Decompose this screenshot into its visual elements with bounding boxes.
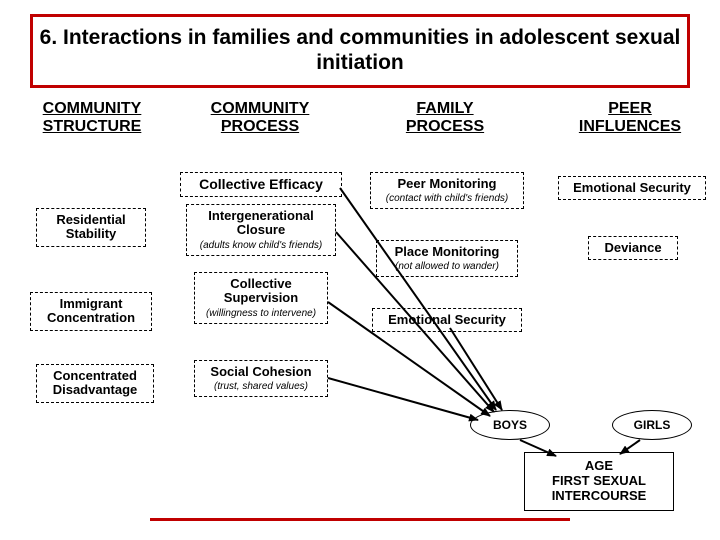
box-social-cohesion: Social Cohesion (trust, shared values)	[194, 360, 328, 397]
box-family-emotional-security: Emotional Security	[372, 308, 522, 332]
label: ConcentratedDisadvantage	[53, 368, 138, 397]
label: IntergenerationalClosure	[208, 208, 313, 237]
box-intergenerational-closure: IntergenerationalClosure (adults know ch…	[186, 204, 336, 256]
label: Peer Monitoring	[398, 176, 497, 191]
label: Deviance	[604, 240, 661, 255]
col-head-process: COMMUNITYPROCESS	[190, 100, 330, 137]
box-deviance: Deviance	[588, 236, 678, 260]
box-concentrated-disadvantage: ConcentratedDisadvantage	[36, 364, 154, 403]
label: Collective Efficacy	[199, 176, 323, 192]
label: GIRLS	[634, 418, 671, 432]
note: (contact with child's friends)	[377, 193, 517, 204]
label: Social Cohesion	[210, 364, 311, 379]
ellipse-boys: BOYS	[470, 410, 550, 440]
box-peer-monitoring: Peer Monitoring (contact with child's fr…	[370, 172, 524, 209]
label: CollectiveSupervision	[224, 276, 298, 305]
label: ResidentialStability	[56, 212, 125, 241]
note: (not allowed to wander)	[383, 261, 511, 272]
label: Place Monitoring	[395, 244, 500, 259]
note: (trust, shared values)	[201, 381, 321, 392]
box-immigrant-concentration: ImmigrantConcentration	[30, 292, 152, 331]
label: Emotional Security	[573, 180, 691, 195]
box-collective-efficacy: Collective Efficacy	[180, 172, 342, 197]
ellipse-girls: GIRLS	[612, 410, 692, 440]
col-head-peer: PEERINFLUENCES	[560, 100, 700, 137]
title-text: 6. Interactions in families and communit…	[40, 26, 681, 74]
box-collective-supervision: CollectiveSupervision (willingness to in…	[194, 272, 328, 324]
box-residential-stability: ResidentialStability	[36, 208, 146, 247]
title-box: 6. Interactions in families and communit…	[30, 14, 690, 88]
box-place-monitoring: Place Monitoring (not allowed to wander)	[376, 240, 518, 277]
label: AGEFIRST SEXUALINTERCOURSE	[552, 458, 647, 503]
label: BOYS	[493, 418, 527, 432]
col-head-structure: COMMUNITYSTRUCTURE	[32, 100, 152, 137]
box-peer-emotional-security: Emotional Security	[558, 176, 706, 200]
label: ImmigrantConcentration	[47, 296, 135, 325]
note: (adults know child's friends)	[193, 240, 329, 251]
box-age-first-intercourse: AGEFIRST SEXUALINTERCOURSE	[524, 452, 674, 511]
col-head-family: FAMILYPROCESS	[385, 100, 505, 137]
divider-bottom	[150, 518, 570, 521]
note: (willingness to intervene)	[201, 308, 321, 319]
label: Emotional Security	[388, 312, 506, 327]
